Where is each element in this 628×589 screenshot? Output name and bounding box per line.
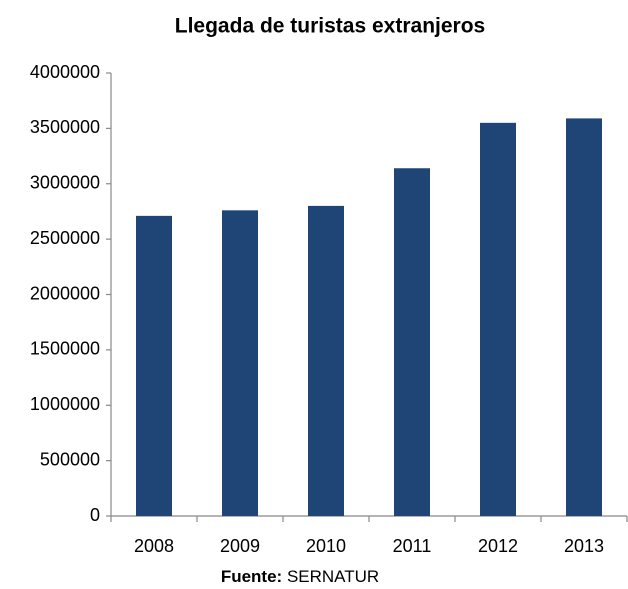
- y-tick-label: 3500000: [30, 117, 100, 137]
- source-label: Fuente:: [221, 567, 282, 586]
- chart-title: Llegada de turistas extranjeros: [175, 15, 485, 38]
- bar: [566, 118, 602, 516]
- x-tick-label: 2012: [478, 536, 518, 556]
- y-tick-label: 3000000: [30, 173, 100, 193]
- bar: [480, 122, 516, 517]
- bar: [222, 210, 258, 516]
- y-tick-label: 0: [90, 505, 100, 525]
- bar: [136, 215, 172, 516]
- y-tick-label: 4000000: [30, 62, 100, 82]
- source-text: SERNATUR: [287, 567, 379, 586]
- bar: [308, 205, 344, 516]
- x-tick-label: 2009: [220, 536, 260, 556]
- y-tick-label: 500000: [40, 449, 100, 469]
- x-tick-label: 2013: [564, 536, 604, 556]
- x-tick-label: 2011: [393, 536, 432, 556]
- y-tick-label: 2500000: [30, 228, 100, 248]
- y-tick-label: 1500000: [30, 339, 100, 359]
- source: Fuente: SERNATUR: [221, 567, 379, 586]
- y-tick-label: 2000000: [30, 283, 100, 303]
- x-tick-label: 2008: [134, 536, 174, 556]
- bar: [394, 168, 430, 516]
- y-tick-label: 1000000: [30, 394, 100, 414]
- x-tick-label: 2010: [306, 536, 346, 556]
